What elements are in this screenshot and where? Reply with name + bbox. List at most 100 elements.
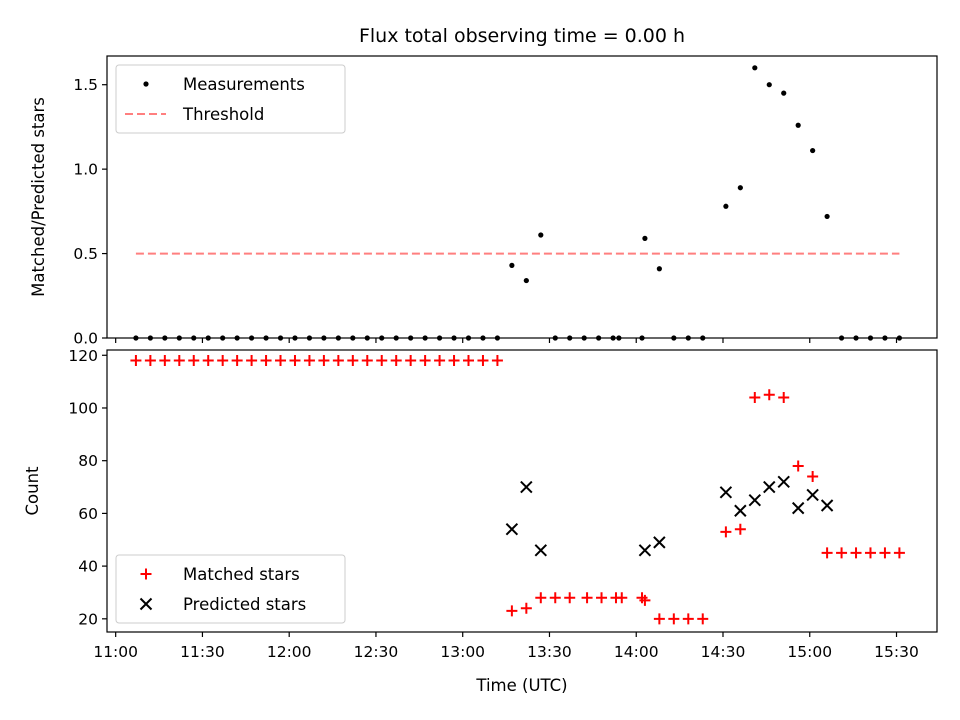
ratio-y-axis-label: Matched/Predicted stars	[29, 97, 48, 297]
matched-stars-point	[318, 355, 330, 367]
legend-marker-dot	[143, 81, 149, 87]
matched-stars-point	[821, 547, 833, 559]
matched-stars-point	[159, 355, 171, 367]
count-y-tick-label: 60	[78, 505, 98, 523]
measurement-point	[422, 335, 428, 341]
ratio-series-measurements	[133, 65, 903, 341]
matched-stars-point	[477, 355, 489, 367]
matched-stars-point	[361, 355, 373, 367]
matched-stars-point	[246, 355, 258, 367]
measurement-point	[176, 335, 182, 341]
measurement-point	[853, 335, 859, 341]
matched-stars-point	[173, 355, 185, 367]
matched-stars-point	[807, 471, 819, 483]
measurement-point	[896, 335, 903, 341]
count-series-matched-stars	[130, 355, 905, 625]
predicted-stars-point	[791, 501, 805, 515]
legend-label: Predicted stars	[183, 595, 306, 614]
predicted-stars-point	[734, 504, 747, 517]
measurement-point	[133, 335, 139, 341]
predicted-stars-point	[763, 480, 776, 494]
predicted-stars-point	[820, 499, 834, 512]
count-panel: 20 40 60 80 100 120 11:00 11:30 12:00 12:30 13:00 1…	[23, 347, 938, 661]
predicted-stars-point	[653, 536, 666, 549]
matched-stars-point	[275, 355, 287, 367]
matched-stars-point	[720, 526, 732, 538]
legend-marker-plus	[140, 568, 152, 580]
legend-box	[115, 554, 346, 624]
matched-stars-point	[535, 592, 547, 604]
measurement-point	[350, 335, 356, 341]
measurement-point	[700, 335, 706, 341]
measurement-point	[596, 335, 602, 341]
count-y-axis-label: Count	[23, 466, 42, 516]
measurement-point	[616, 335, 622, 341]
matched-stars-point	[734, 523, 746, 535]
measurement-point	[752, 65, 758, 71]
matched-stars-point	[749, 391, 761, 403]
matched-stars-point	[864, 547, 876, 559]
matched-stars-point	[144, 355, 156, 367]
matched-stars-point	[217, 355, 229, 367]
matched-stars-point	[778, 391, 790, 403]
legend-label: Threshold	[182, 105, 264, 124]
ratio-y-tick-label: 1.5	[73, 76, 98, 94]
matched-stars-point	[260, 355, 272, 367]
x-tick-label: 14:30	[701, 643, 746, 661]
matched-stars-point	[653, 613, 665, 625]
predicted-stars-point	[534, 544, 548, 557]
measurement-point	[610, 335, 616, 341]
matched-stars-point	[581, 592, 593, 604]
count-y-tick-label: 20	[78, 610, 98, 628]
matched-stars-point	[549, 592, 561, 604]
measurement-point	[810, 147, 816, 154]
x-axis-label: Time (UTC)	[475, 676, 567, 695]
x-tick-label: 11:00	[93, 643, 138, 661]
matched-stars-point	[289, 355, 301, 367]
matched-stars-point	[434, 355, 446, 367]
measurement-point	[824, 213, 830, 220]
matched-stars-point	[792, 460, 804, 472]
measurement-point	[436, 335, 443, 341]
ratio-y-tick-label: 0.5	[73, 245, 98, 263]
measurement-point	[248, 335, 255, 341]
measurement-point	[671, 335, 677, 341]
matched-stars-point	[376, 355, 388, 367]
legend-marker-x	[139, 597, 153, 611]
measurement-point	[581, 335, 587, 341]
measurement-point	[766, 82, 772, 88]
count-y-tick-label: 40	[78, 558, 98, 576]
measurement-point	[335, 335, 341, 341]
measurement-point	[882, 335, 888, 341]
count-axes-frame	[106, 349, 938, 633]
matched-stars-point	[202, 355, 214, 367]
count-legend: Matched stars Predicted stars	[115, 554, 346, 624]
measurement-point	[220, 335, 226, 341]
x-tick-label: 13:00	[440, 643, 485, 661]
matched-stars-point	[616, 592, 628, 604]
measurement-point	[781, 90, 787, 96]
measurement-point	[838, 335, 845, 341]
measurement-point	[234, 335, 240, 341]
legend-label: Matched stars	[183, 565, 300, 584]
matched-stars-point	[682, 613, 694, 625]
x-tick-label: 13:30	[527, 643, 572, 661]
matched-stars-point	[879, 547, 891, 559]
x-tick-label: 11:30	[180, 643, 225, 661]
measurement-point	[737, 185, 743, 191]
matched-stars-point	[639, 594, 651, 606]
measurement-point	[451, 335, 457, 341]
x-tick-label: 14:00	[614, 643, 659, 661]
ratio-y-tick-label: 0.0	[73, 330, 98, 348]
matched-stars-point	[491, 355, 503, 367]
measurement-point	[162, 335, 168, 341]
matched-stars-point	[332, 355, 344, 367]
measurement-point	[364, 335, 370, 341]
measurement-point	[656, 266, 662, 272]
legend-box	[115, 64, 346, 134]
matched-stars-point	[405, 355, 417, 367]
x-tick-label: 12:30	[354, 643, 399, 661]
measurement-point	[509, 262, 515, 268]
measurement-point	[642, 235, 648, 241]
